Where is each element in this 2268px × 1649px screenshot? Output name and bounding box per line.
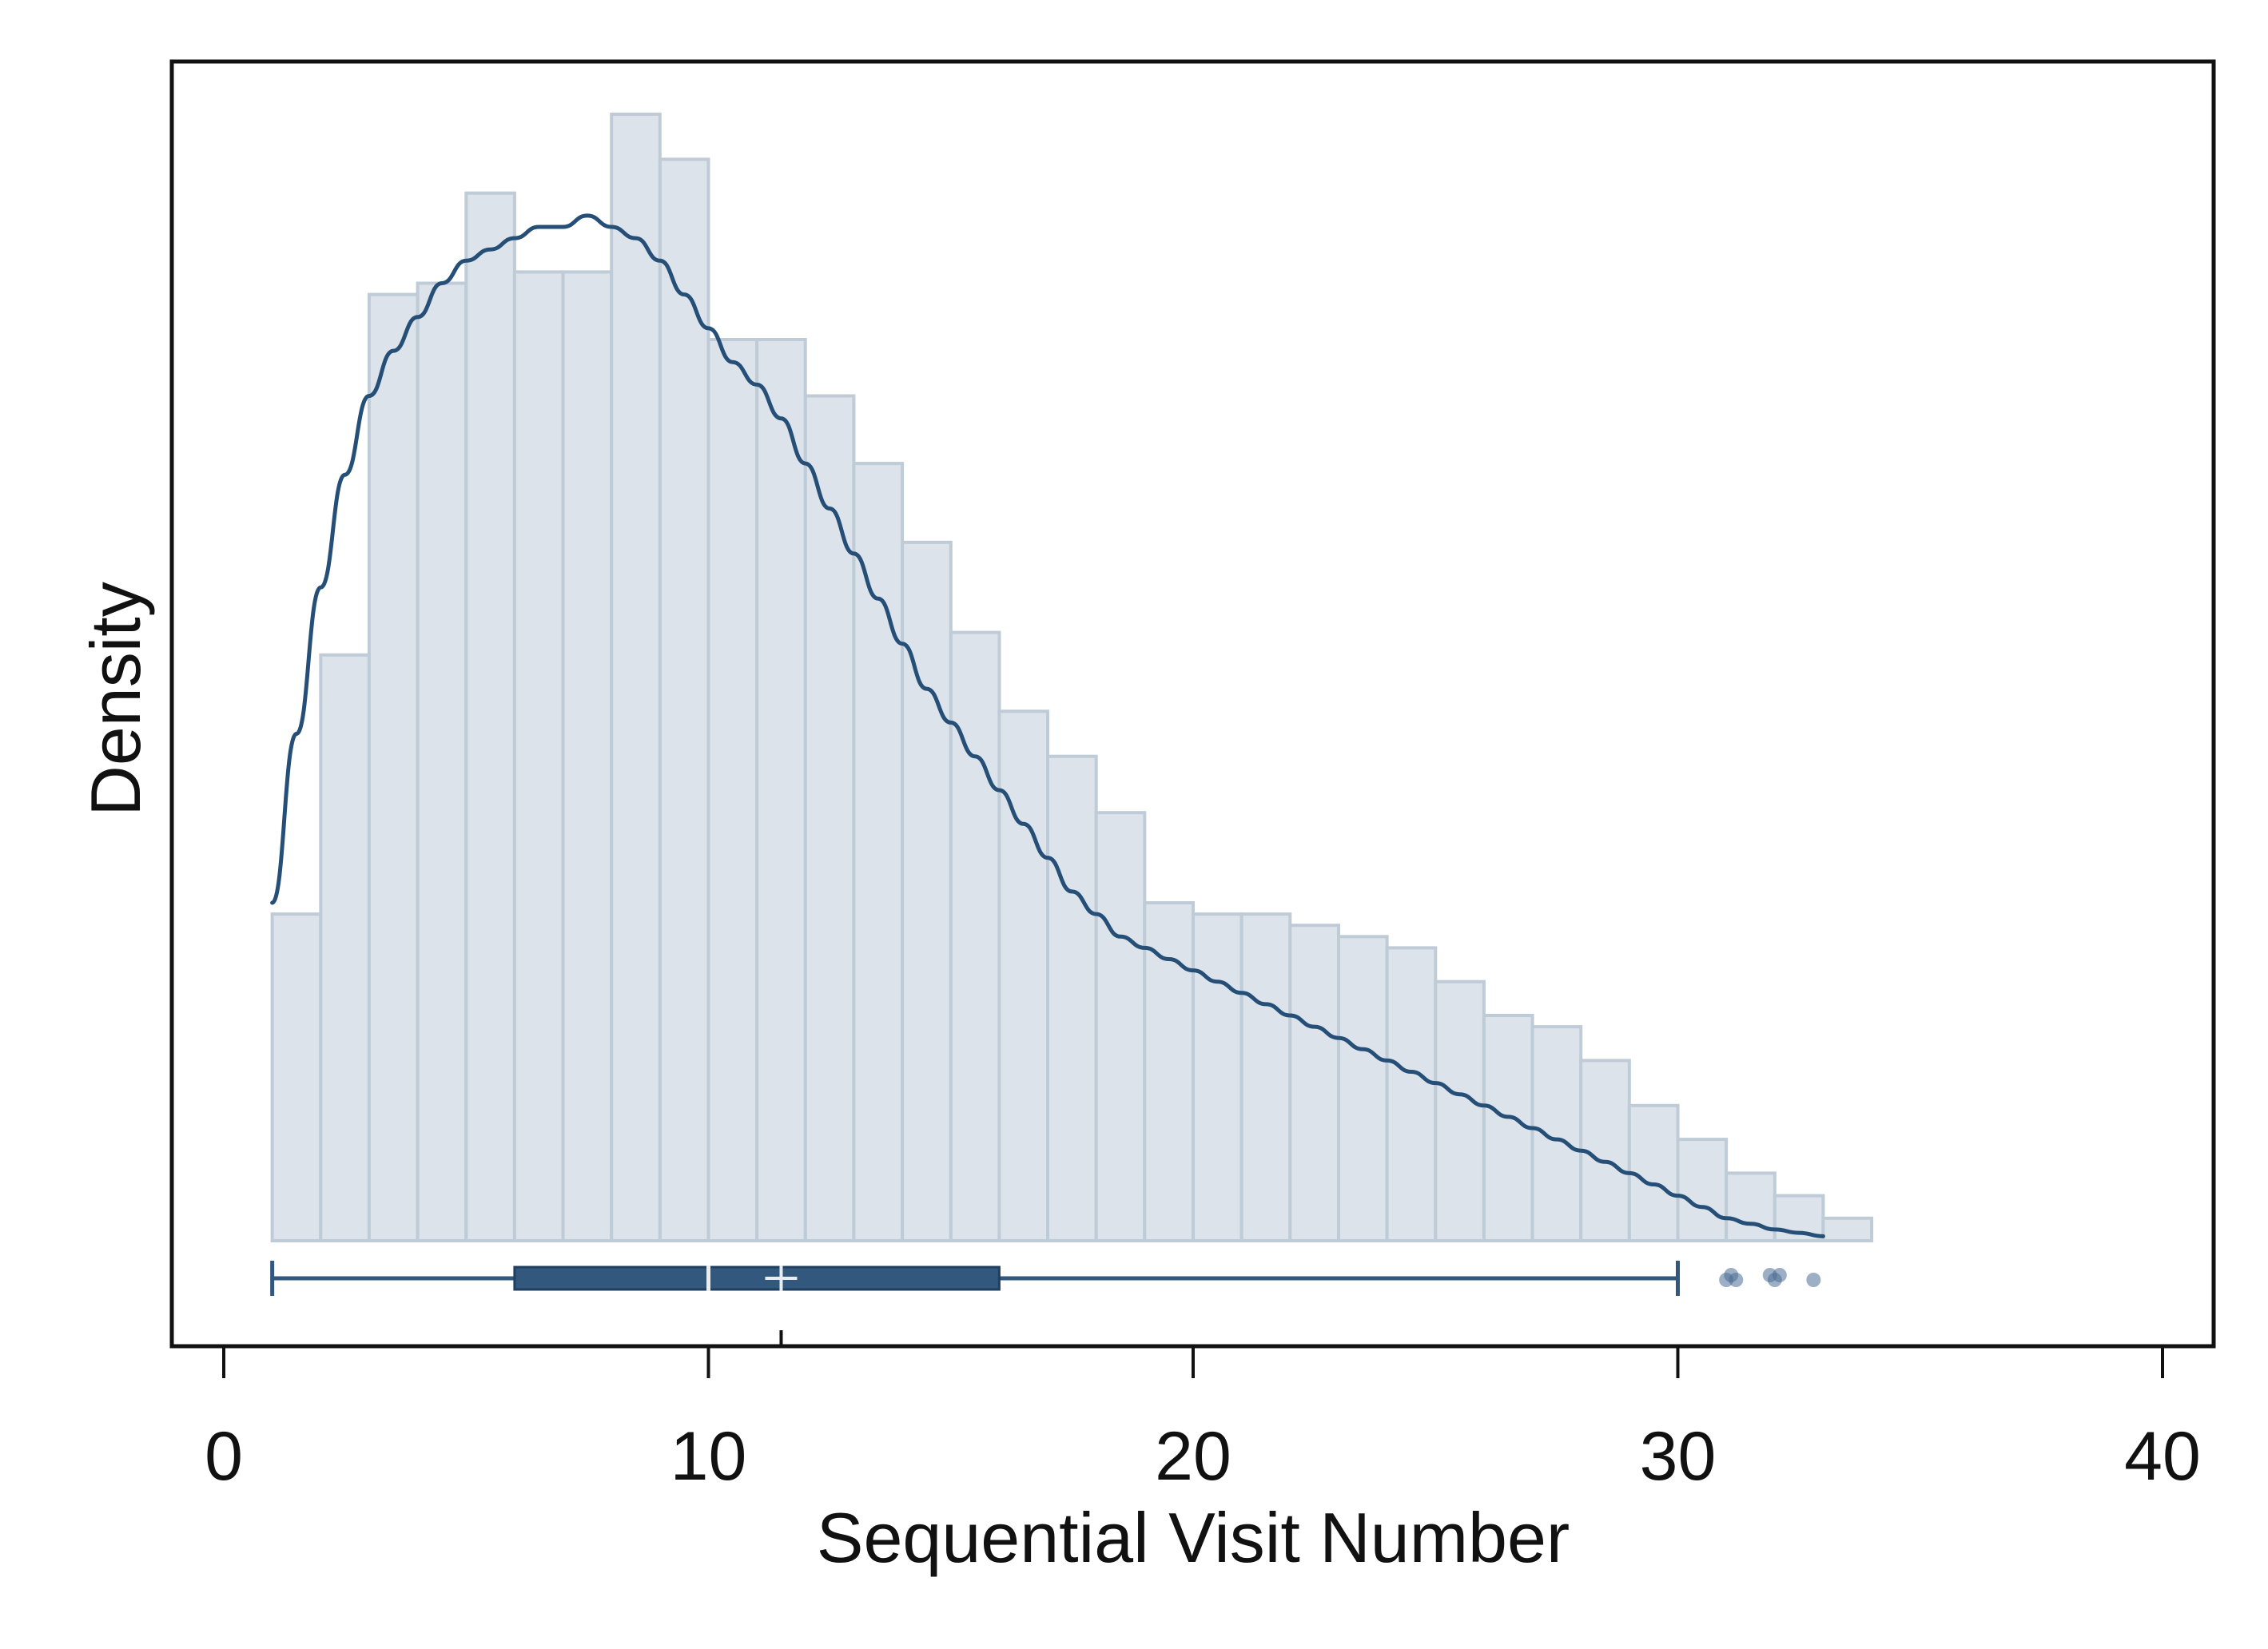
histogram-bar <box>512 270 565 1242</box>
x-tick-label: 10 <box>670 1418 747 1495</box>
histogram-bar <box>1192 912 1243 1242</box>
histogram-bar <box>1094 811 1147 1242</box>
boxplot-box <box>513 1266 1001 1291</box>
x-axis: 0 10 20 30 40 <box>205 1346 2201 1495</box>
x-tick-label: 20 <box>1155 1418 1231 1495</box>
histogram-bar <box>1046 754 1098 1242</box>
histogram-bar <box>658 157 710 1242</box>
histogram-bar <box>1143 901 1196 1242</box>
boxplot-outlier <box>1729 1273 1744 1287</box>
histogram-bar <box>1239 912 1292 1242</box>
boxplot-outlier <box>1806 1273 1821 1287</box>
histogram-bar <box>997 709 1050 1242</box>
boxplot-outlier <box>1772 1268 1787 1282</box>
histogram-bar <box>319 653 371 1242</box>
histogram-bar <box>852 462 905 1242</box>
histogram-bar <box>1385 946 1438 1243</box>
x-tick-label: 30 <box>1640 1418 1717 1495</box>
histogram-bar <box>1725 1171 1777 1243</box>
x-tick-label: 40 <box>2124 1418 2201 1495</box>
histogram-bar <box>367 292 420 1243</box>
histogram-bar <box>1676 1138 1729 1242</box>
histogram-bar <box>610 113 662 1242</box>
histogram-bar <box>1337 935 1389 1243</box>
histogram-bar <box>1530 1025 1583 1242</box>
histogram-bar <box>803 394 856 1242</box>
histogram-bar <box>464 191 516 1243</box>
histogram-bar <box>416 281 468 1242</box>
histogram-bar <box>1821 1216 1874 1243</box>
x-axis-label: Sequential Visit Number <box>817 1498 1570 1577</box>
histogram-bar <box>706 338 759 1242</box>
histogram-bar <box>1434 979 1486 1242</box>
histogram-bar <box>1288 924 1341 1242</box>
x-tick-label: 0 <box>205 1418 243 1495</box>
histogram-bar <box>949 630 1001 1242</box>
y-axis-label: Density <box>76 582 155 816</box>
histogram-bar <box>755 338 807 1242</box>
histogram-bar <box>270 912 323 1242</box>
boxplot <box>270 1261 1821 1346</box>
histogram-bars <box>270 113 1874 1243</box>
kde-line <box>270 213 1825 1238</box>
histogram-bar <box>561 270 614 1242</box>
